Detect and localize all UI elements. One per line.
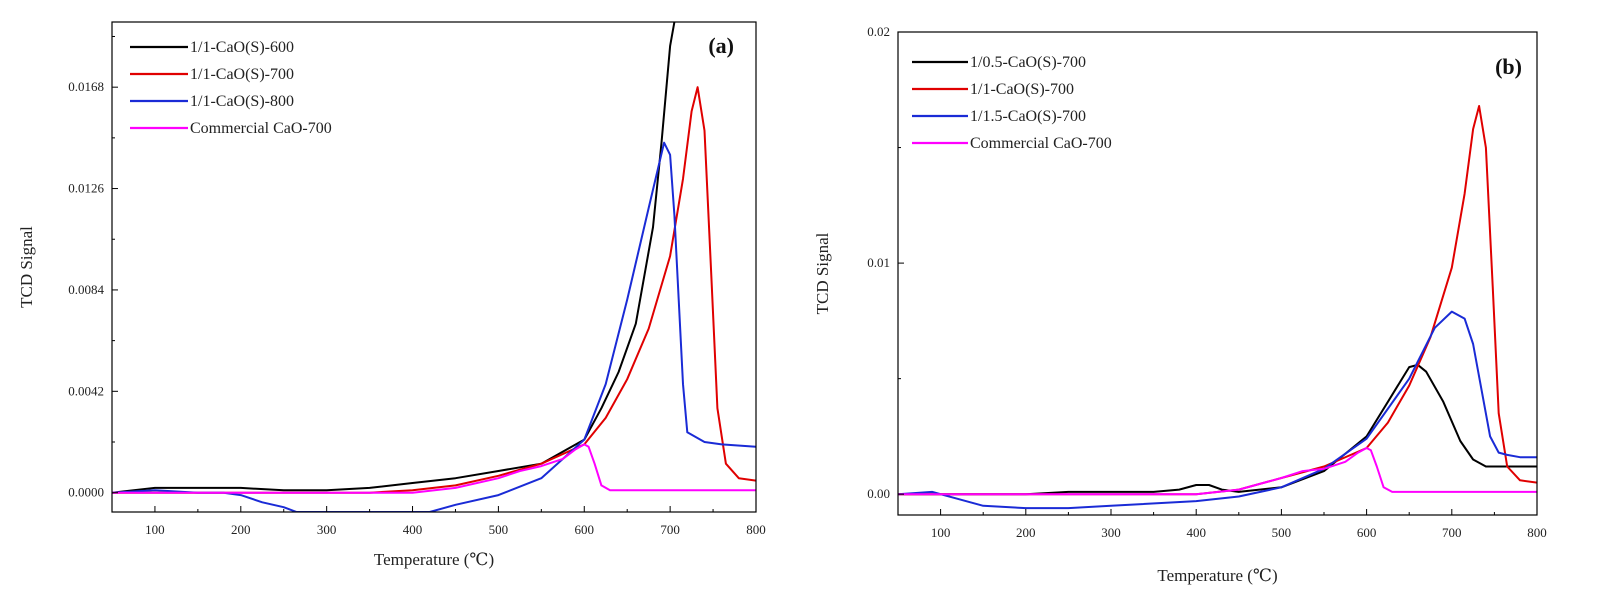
y-axis-title: TCD Signal — [17, 226, 36, 308]
x-tick-label: 400 — [1186, 525, 1206, 540]
x-tick-label: 500 — [489, 522, 509, 537]
x-tick-label: 300 — [1101, 525, 1121, 540]
series-line-1-1 — [898, 105, 1537, 496]
y-tick-label: 0.0168 — [68, 79, 104, 94]
x-tick-label: 800 — [746, 522, 766, 537]
legend-entry: Commercial CaO-700 — [190, 120, 332, 137]
series-line-1-2 — [898, 310, 1537, 510]
series-line-1-3 — [898, 447, 1537, 496]
series-line-0-1 — [112, 86, 756, 494]
x-axis-title: Temperature (℃) — [1157, 566, 1277, 585]
x-tick-label: 100 — [145, 522, 165, 537]
x-tick-label: 600 — [1357, 525, 1377, 540]
panel-label: (a) — [708, 33, 734, 58]
y-tick-label: 0.00 — [867, 486, 890, 501]
series-line-1-0 — [898, 363, 1537, 496]
legend-entry: 1/1.5-CaO(S)-700 — [970, 108, 1086, 125]
x-tick-label: 300 — [317, 522, 337, 537]
y-tick-label: 0.02 — [867, 24, 890, 39]
y-tick-label: 0.0084 — [68, 282, 104, 297]
x-tick-label: 100 — [931, 525, 951, 540]
legend-entry: 1/0.5-CaO(S)-700 — [970, 54, 1086, 71]
y-tick-label: 0.01 — [867, 255, 890, 270]
x-tick-label: 800 — [1527, 525, 1547, 540]
chart-panel-1: 100 200 300 400 500 600 700 800 0.00 0.01 0.02 Temp… — [813, 24, 1547, 585]
y-tick-label: 0.0042 — [68, 383, 104, 398]
legend-entry: 1/1-CaO(S)-700 — [190, 66, 294, 83]
series-line-0-3 — [112, 443, 756, 494]
x-tick-label: 600 — [575, 522, 595, 537]
x-tick-label: 700 — [1442, 525, 1462, 540]
legend-entry: 1/1-CaO(S)-600 — [190, 39, 294, 56]
x-axis-title: Temperature (℃) — [374, 550, 494, 569]
y-axis-title: TCD Signal — [813, 232, 832, 314]
legend-entry: 1/1-CaO(S)-800 — [190, 93, 294, 110]
panel-label: (b) — [1495, 54, 1522, 79]
x-tick-label: 500 — [1272, 525, 1292, 540]
series-line-0-2 — [112, 141, 756, 512]
x-tick-label: 200 — [1016, 525, 1036, 540]
legend-entry: 1/1-CaO(S)-700 — [970, 81, 1074, 98]
x-tick-label: 700 — [660, 522, 680, 537]
chart-panel-0: 100 200 300 400 500 600 700 800 0.0000 0.0042 0.00… — [17, 21, 766, 569]
series-line-0-0 — [112, 22, 676, 494]
x-tick-label: 400 — [403, 522, 423, 537]
y-tick-label: 0.0000 — [68, 485, 104, 500]
plot-frame — [897, 31, 1538, 516]
plot-frame — [111, 21, 757, 513]
y-tick-label: 0.0126 — [68, 181, 104, 196]
x-tick-label: 200 — [231, 522, 251, 537]
legend-entry: Commercial CaO-700 — [970, 135, 1112, 152]
